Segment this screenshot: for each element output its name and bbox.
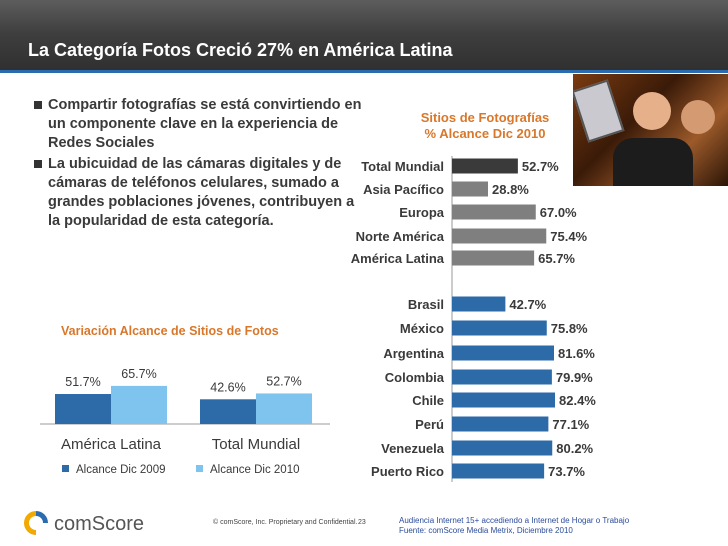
person-face-icon [681,100,715,134]
person-body-icon [613,138,693,186]
hbar-value-label: 65.7% [538,251,575,266]
hbar-bar [452,416,549,432]
hbar-category-label: Argentina [383,346,444,361]
hbar-bar [452,369,552,385]
hbar-value-label: 67.0% [540,205,577,220]
hbar-value-label: 42.7% [509,297,546,312]
hbar-value-label: 28.8% [492,182,529,197]
hbar-value-label: 80.2% [556,441,593,456]
hbar-bar [452,392,555,408]
vbar-category-label: Total Mundial [212,436,300,453]
hbar-bar [452,228,547,244]
hbar-bar [452,204,536,220]
comscore-logo-icon: comScore [24,511,144,535]
vbar-bar [200,399,256,424]
hbar-category-label: Venezuela [381,441,445,456]
hbar-value-label: 75.8% [551,321,588,336]
vbar-value-label: 52.7% [266,374,301,388]
hbar-bar [452,250,535,266]
legend-label: Alcance Dic 2010 [210,464,300,476]
vbar-bar [111,385,167,424]
slide-title: La Categoría Fotos Creció 27% en América… [28,40,453,60]
vbar-chart-title: Variación Alcance de Sitios de Fotos [61,324,279,338]
hbar-category-label: Norte América [356,229,445,244]
footer-note: Audiencia Internet 15+ accediendo a Inte… [399,516,629,536]
hbar-bar [452,463,545,479]
hbar-bar [452,345,554,361]
hbar-category-label: Asia Pacífico [363,182,444,197]
hbar-category-label: Perú [415,417,444,432]
hbar-bar [452,440,553,456]
hbar-category-label: Europa [399,205,445,220]
hbar-category-label: América Latina [351,251,445,266]
bullet-item: La ubicuidad de las cámaras digitales y … [34,155,364,231]
title-bar: La Categoría Fotos Creció 27% en América… [0,0,728,73]
person-face-icon [633,92,671,130]
bullet-square-icon [34,101,42,109]
hbar-category-label: Chile [412,393,444,408]
hbar-chart-title: Sitios de Fotografías [420,110,550,125]
footer-copyright: © comScore, Inc. Proprietary and Confide… [213,519,358,526]
vbar-value-label: 42.6% [210,380,245,394]
hbar-value-label: 52.7% [522,159,559,174]
vbar-bar [55,394,111,424]
comscore-logo: comScore [22,508,172,543]
footer-note-line: Fuente: comScore Media Metrix, Diciembre… [399,526,573,535]
hbar-bar [452,158,518,174]
bullet-item: Compartir fotografías se está convirtien… [34,96,364,153]
hbar-bar [452,320,547,336]
hbar-category-label: Colombia [385,370,445,385]
legend-swatch-icon [196,465,203,472]
hbar-value-label: 81.6% [558,346,595,361]
vbar-value-label: 51.7% [65,375,100,389]
bullet-text: Compartir fotografías se está convirtien… [48,97,362,151]
hbar-value-label: 82.4% [559,393,596,408]
bullet-text: La ubicuidad de las cámaras digitales y … [48,156,355,229]
title-underline [0,70,728,73]
legend-label: Alcance Dic 2009 [76,464,166,476]
hbar-value-label: 79.9% [556,370,593,385]
vbar-bar [256,393,312,424]
people-photo [573,74,728,186]
hbar-value-label: 73.7% [548,464,585,479]
hbar-bar [452,181,488,197]
vbar-value-label: 65.7% [121,367,156,381]
page-number: 23 [358,519,366,526]
hbar-category-label: Brasil [408,297,444,312]
legend-swatch-icon [62,465,69,472]
footer-note-line: Audiencia Internet 15+ accediendo a Inte… [399,516,630,525]
bullet-list: Compartir fotografías se está convirtien… [34,96,364,233]
hbar-category-label: México [400,321,444,336]
bullet-square-icon [34,160,42,168]
hbar-value-label: 75.4% [550,229,587,244]
vbar-category-label: América Latina [61,436,162,453]
hbar-category-label: Puerto Rico [371,464,444,479]
hbar-chart-subtitle: % Alcance Dic 2010 [424,126,546,141]
logo-text: comScore [54,513,144,535]
hbar-category-label: Total Mundial [361,159,444,174]
hbar-value-label: 77.1% [552,417,589,432]
hbar-bar [452,296,506,312]
